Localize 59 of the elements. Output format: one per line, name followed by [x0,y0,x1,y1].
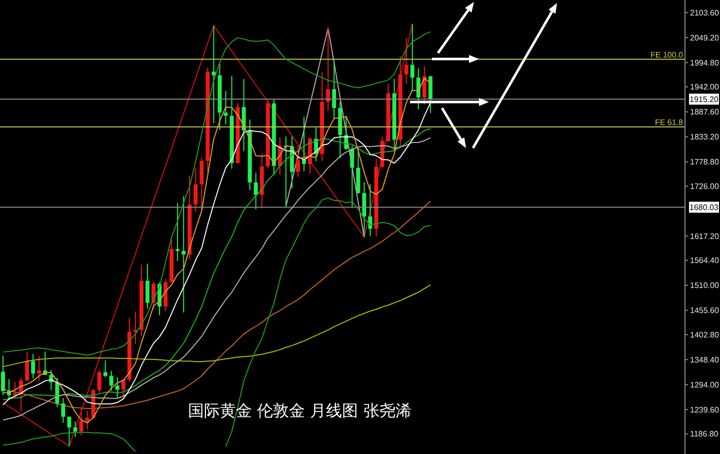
line-series [2,31,431,356]
candlestick [182,196,186,313]
candlestick [368,184,372,237]
candlestick [133,311,138,345]
candlestick [103,360,108,378]
ref-line-label: FE 100.0 [650,50,684,60]
candlestick [194,168,198,212]
y-tick-label: 1726.00 [690,182,720,191]
candlestick [212,25,216,124]
ref-line-label: FE 61.8 [654,118,684,127]
candlestick [302,116,306,172]
candlestick [224,90,228,126]
candlestick [145,263,150,310]
candlestick [200,156,204,212]
y-tick-label: 1778.80 [690,158,720,167]
candlestick [176,202,180,262]
candlestick [404,38,408,84]
y-tick-label: 1348.40 [690,355,720,364]
y-tick-label: 2103.60 [690,8,720,18]
y-tick-label: 1239.60 [690,405,720,414]
candlestick [1,355,5,396]
y-tick-label: 2049.20 [690,33,720,42]
candlestick [25,351,30,382]
ref-line-label: 1680.03 [690,203,720,212]
y-tick-label: 1186.80 [690,430,719,439]
y-tick-label: 1402.80 [690,330,720,340]
candlestick [31,353,36,380]
y-tick-label: 1294.00 [690,380,720,390]
candlestick [332,60,336,120]
candlestick [37,356,42,381]
annotation: 国际黄金 伦敦金 月线图 张尧浠 [188,401,412,421]
candlestick [67,416,72,447]
candlestick [362,181,366,238]
candlestick [61,397,66,424]
candlestick [115,376,120,398]
y-tick-label: 1994.80 [690,58,720,68]
ref-line-label: 1915.20 [690,95,720,104]
y-tick-label: 1833.20 [690,132,720,142]
y-tick-label: 1455.60 [690,306,720,316]
candlestick [79,408,84,436]
candlestick [410,23,414,92]
candlestick [350,145,354,208]
y-tick-label: 1617.20 [690,232,720,241]
y-tick-label: 1942.00 [690,82,720,92]
candlestick [109,370,114,392]
candlestick [422,66,426,106]
candlestick [85,410,90,430]
candlestick [97,369,102,394]
y-tick-label: 1564.40 [690,256,720,266]
candlestick [254,172,258,210]
candlestick [296,145,300,178]
y-tick-label: 1887.60 [690,108,720,117]
candlestick [416,68,420,110]
y-tick-label: 1510.00 [690,281,720,290]
candlestick [121,378,126,398]
candlestick [428,75,432,114]
line-series [2,23,413,447]
candlestick [326,28,330,112]
candlestick [73,420,78,438]
